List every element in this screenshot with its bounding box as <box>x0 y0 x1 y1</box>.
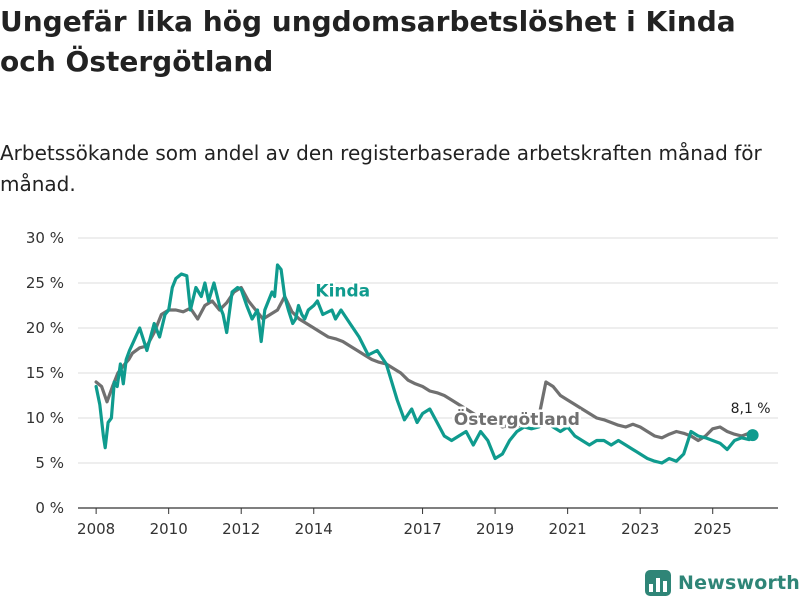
brand-name: Newsworthy <box>678 572 800 594</box>
x-tick-label: 2014 <box>295 520 333 538</box>
x-tick-label: 2008 <box>77 520 115 538</box>
x-tick-label: 2023 <box>621 520 659 538</box>
chart-subtitle: Arbetssökande som andel av den registerb… <box>0 141 762 196</box>
series-label-kinda: Kinda <box>315 282 370 302</box>
gridlines <box>78 237 778 509</box>
newsworthy-brand[interactable]: Newsworthy <box>644 566 800 600</box>
series-line-kinda <box>94 263 755 465</box>
newsworthy-logo-icon <box>645 570 671 596</box>
x-tick-label: 2017 <box>403 520 441 538</box>
y-tick-label: 30 % <box>26 229 64 247</box>
kinda-end-point <box>746 429 759 442</box>
x-tick-label: 2019 <box>476 520 514 538</box>
series-line-ostergotland <box>94 285 751 443</box>
series-label-ostergotland: Östergötland <box>454 408 580 430</box>
kinda-end-value-label: 8,1 % <box>731 401 771 417</box>
x-tick-label: 2010 <box>150 520 188 538</box>
y-tick-label: 15 % <box>26 364 64 382</box>
page-title: Ungefär lika hög ungdomsarbetslöshet i K… <box>0 5 736 78</box>
x-tick-label: 2025 <box>694 520 732 538</box>
axes: 0 % 5 % 10 % 15 % 20 % 25 % 30 % 2008 2010 2012 20… <box>26 229 732 538</box>
y-tick-label: 0 % <box>35 499 64 517</box>
y-tick-label: 20 % <box>26 319 64 337</box>
x-tick-label: 2012 <box>222 520 260 538</box>
series-labels: Kinda Östergötland 8,1 % <box>313 280 771 442</box>
series-lines <box>94 263 755 465</box>
y-tick-label: 5 % <box>35 454 64 472</box>
y-tick-label: 25 % <box>26 274 64 292</box>
y-tick-label: 10 % <box>26 409 64 427</box>
x-tick-label: 2021 <box>549 520 587 538</box>
